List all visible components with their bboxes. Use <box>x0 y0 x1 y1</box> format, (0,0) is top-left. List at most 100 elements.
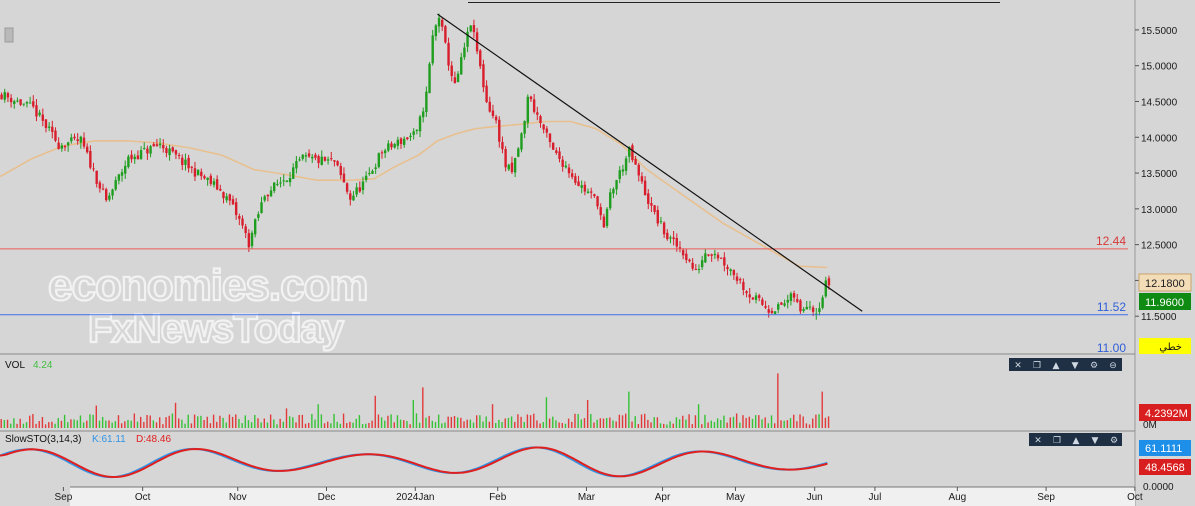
candle-body <box>764 305 767 308</box>
volume-bar <box>203 420 205 428</box>
volume-bar <box>808 424 811 428</box>
time-axis: Sep Oct Nov Dec 2024Jan Feb Mar Apr May Jun Jul Aug… <box>55 487 1143 503</box>
volume-bar <box>418 422 421 428</box>
candle-body <box>615 180 618 190</box>
volume-bar <box>786 420 789 428</box>
candle-body <box>158 143 162 146</box>
ma-value-badge: 12.1800 <box>1145 278 1185 290</box>
settings-pane-icon[interactable]: ⚙ <box>1090 361 1098 371</box>
volume-bar <box>469 419 472 428</box>
candle-body <box>196 169 200 176</box>
candle-body <box>253 219 257 235</box>
candle-body <box>257 214 260 218</box>
volume-bar <box>295 422 297 428</box>
candle-body <box>640 176 644 182</box>
volume-bar <box>44 424 47 428</box>
volume-bar <box>206 416 208 428</box>
settings-pane-icon[interactable]: ⚙ <box>1110 436 1118 446</box>
volume-bar <box>171 413 174 428</box>
candle-body <box>19 99 22 105</box>
candle-body <box>786 299 789 303</box>
volume-bar <box>323 423 326 428</box>
close-pane-icon[interactable]: ✕ <box>1034 436 1042 446</box>
candle-body <box>323 157 327 161</box>
down-pane-icon[interactable]: ▼ <box>1092 436 1099 446</box>
candle-body <box>494 116 498 121</box>
volume-bar <box>586 400 589 428</box>
volume-bar <box>117 415 120 428</box>
volume-bar <box>288 416 291 428</box>
candle-body <box>596 196 599 207</box>
volume-bar <box>574 413 576 428</box>
moving-average-line <box>0 120 828 269</box>
up-pane-icon[interactable]: ▲ <box>1073 436 1080 446</box>
volume-bar <box>488 421 491 428</box>
candle-body <box>143 148 146 150</box>
collapse-pane-icon[interactable]: ⊖ <box>1109 361 1117 371</box>
time-tick-label: Mar <box>578 492 596 503</box>
volume-bar <box>770 415 773 428</box>
close-pane-icon[interactable]: ✕ <box>1014 361 1022 371</box>
volume-bar <box>285 408 288 428</box>
volume-bar <box>130 420 132 428</box>
volume-bar <box>225 422 227 428</box>
candle-body <box>818 308 821 313</box>
candle-body <box>688 259 691 262</box>
volume-bar <box>307 422 310 428</box>
volume-bar <box>114 421 117 428</box>
volume-bar <box>146 415 148 428</box>
volume-bar <box>707 422 709 428</box>
up-pane-icon[interactable]: ▲ <box>1053 361 1060 371</box>
volume-bar <box>6 419 9 428</box>
restore-pane-icon[interactable]: ❐ <box>1053 436 1061 446</box>
candle-body <box>3 92 6 100</box>
candle-body <box>700 260 704 268</box>
volume-bar <box>675 417 678 428</box>
candle-body <box>815 313 818 315</box>
volume-bar <box>552 416 554 428</box>
candle-body <box>799 300 802 312</box>
candle-body <box>653 205 656 212</box>
volume-bar <box>51 421 53 428</box>
volume-bar <box>361 424 364 428</box>
down-pane-icon[interactable]: ▼ <box>1072 361 1079 371</box>
candle-body <box>282 180 285 182</box>
candle-body <box>98 182 102 189</box>
candle-body <box>482 64 485 88</box>
candle-body <box>393 144 396 148</box>
candle-body <box>371 170 374 174</box>
candle-body <box>723 257 726 266</box>
volume-bar <box>751 418 754 428</box>
volume-bar <box>412 400 414 428</box>
candle-body <box>215 179 219 190</box>
volume-bar <box>216 421 218 428</box>
candle-body <box>114 180 117 190</box>
candle-body <box>63 145 67 148</box>
volume-bar <box>247 420 250 428</box>
volume-bar <box>637 423 640 428</box>
volume-bar <box>254 414 256 428</box>
volume-bar <box>729 417 731 428</box>
volume-bar <box>555 420 557 428</box>
stochastic-d-badge: 48.4568 <box>1145 462 1185 474</box>
volume-bar <box>659 423 662 428</box>
volume-bar <box>773 423 776 428</box>
candle-body <box>621 169 625 172</box>
candle-body <box>418 116 422 132</box>
candle-body <box>155 144 159 147</box>
candle-body <box>136 155 140 160</box>
volume-bar <box>238 418 240 428</box>
candle-body <box>200 171 203 177</box>
volume-bar <box>159 417 161 428</box>
candle-body <box>637 164 640 176</box>
volume-bar <box>780 420 782 428</box>
candle-body <box>767 309 770 313</box>
volume-bar <box>571 421 573 428</box>
volume-bar <box>754 415 757 428</box>
volume-bar <box>428 415 430 428</box>
candle-body <box>539 116 542 124</box>
volume-bar <box>263 418 266 428</box>
ma-value-badge-bg <box>1138 273 1192 292</box>
volume-bar <box>333 413 335 428</box>
restore-pane-icon[interactable]: ❐ <box>1033 361 1041 371</box>
